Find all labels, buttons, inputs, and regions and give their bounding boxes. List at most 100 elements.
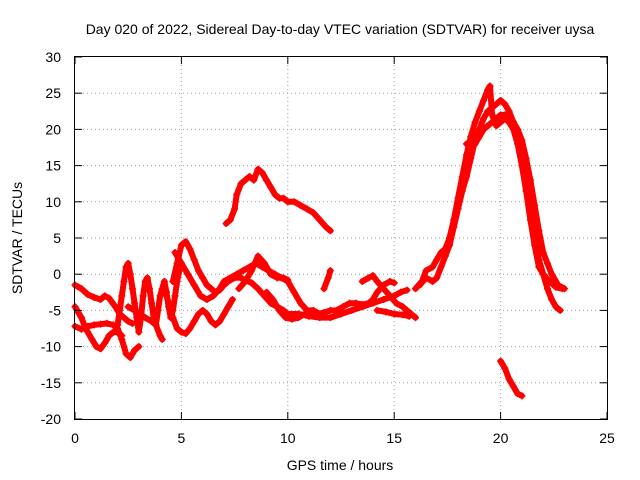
- data-point: [326, 267, 334, 275]
- y-tick-label: 20: [45, 121, 61, 137]
- x-tick-label: 20: [493, 430, 509, 446]
- data-point: [535, 227, 543, 235]
- data-point: [169, 277, 177, 285]
- data-point: [390, 279, 398, 287]
- data-point: [190, 281, 198, 289]
- data-point: [118, 335, 126, 343]
- data-point: [171, 292, 179, 300]
- grid: [75, 57, 607, 419]
- data-point: [154, 306, 162, 314]
- data-point: [497, 96, 505, 104]
- data-point: [97, 345, 105, 353]
- data-point: [446, 234, 454, 242]
- data-point: [514, 390, 522, 398]
- data-point: [320, 285, 328, 293]
- data-point: [386, 292, 394, 300]
- data-point: [290, 288, 298, 296]
- data-point: [199, 274, 207, 282]
- data-point: [186, 325, 194, 332]
- data-point: [437, 248, 445, 256]
- data-point: [254, 285, 262, 293]
- series-line: [235, 253, 291, 292]
- y-tick-label: -10: [41, 339, 61, 355]
- data-point: [126, 353, 134, 361]
- data-point: [526, 176, 534, 184]
- y-tick-label: 25: [45, 85, 61, 101]
- axis-ticks: 0 5 10 15 20 25 -20 -15 -10 -5 0 5 10 15 20 25 30: [41, 49, 615, 446]
- data-point: [231, 205, 239, 213]
- data-point: [128, 285, 136, 293]
- data-point: [339, 303, 347, 311]
- x-tick-label: 25: [599, 430, 615, 446]
- data-point: [505, 107, 513, 115]
- data-point: [280, 194, 288, 202]
- data-point: [467, 133, 475, 141]
- data-point: [475, 107, 483, 115]
- data-point: [518, 392, 526, 400]
- data-point: [101, 292, 109, 300]
- data-point: [173, 325, 181, 332]
- data-point: [497, 357, 505, 365]
- data-point: [118, 292, 126, 300]
- data-point: [211, 321, 219, 329]
- data-point: [429, 277, 437, 285]
- data-point: [526, 216, 534, 224]
- data-point: [135, 310, 143, 318]
- data-point: [441, 245, 449, 253]
- data-point: [148, 299, 156, 307]
- data-point: [190, 256, 198, 264]
- data-point: [326, 227, 334, 235]
- data-point: [418, 277, 426, 285]
- data-point: [386, 277, 394, 285]
- data-point: [122, 263, 130, 271]
- data-point: [380, 296, 388, 304]
- data-point: [177, 241, 185, 249]
- data-point: [235, 285, 243, 293]
- data-point: [522, 154, 530, 162]
- series-track-5: [124, 303, 166, 343]
- data-point: [77, 314, 85, 322]
- data-point: [209, 292, 217, 300]
- series-track-11: [320, 267, 334, 293]
- data-point: [101, 339, 109, 347]
- data-point: [518, 136, 526, 144]
- data-point: [316, 216, 324, 224]
- data-point: [539, 270, 547, 278]
- data-point: [486, 82, 494, 90]
- data-point: [241, 277, 249, 285]
- data-point: [365, 274, 373, 282]
- y-axis-label: SDTVAR / TECUs: [9, 182, 25, 294]
- data-point: [297, 201, 305, 209]
- data-point: [267, 270, 275, 278]
- data-point: [463, 151, 471, 159]
- data-point: [248, 267, 256, 275]
- data-point: [124, 259, 132, 267]
- data-point: [514, 125, 522, 133]
- data-point: [373, 288, 381, 296]
- data-point: [226, 216, 234, 224]
- data-point: [135, 328, 143, 336]
- data-point: [156, 292, 164, 300]
- data-point: [348, 306, 356, 314]
- data-point: [471, 118, 479, 126]
- data-point: [543, 259, 551, 267]
- data-point: [346, 299, 354, 307]
- data-point: [228, 296, 236, 304]
- data-point: [160, 277, 168, 285]
- data-point: [203, 310, 211, 318]
- data-point: [484, 86, 492, 94]
- x-tick-label: 15: [386, 430, 402, 446]
- data-point: [282, 314, 290, 322]
- data-point: [403, 286, 411, 294]
- series-line: [223, 166, 334, 234]
- data-point: [258, 169, 266, 177]
- data-point: [131, 346, 139, 354]
- data-point: [254, 252, 262, 260]
- data-point: [492, 122, 500, 130]
- data-point: [467, 144, 475, 151]
- data-point: [546, 277, 554, 285]
- data-point: [263, 176, 271, 184]
- data-point: [141, 277, 149, 285]
- series-track-6: [160, 285, 236, 338]
- data-point: [207, 317, 215, 325]
